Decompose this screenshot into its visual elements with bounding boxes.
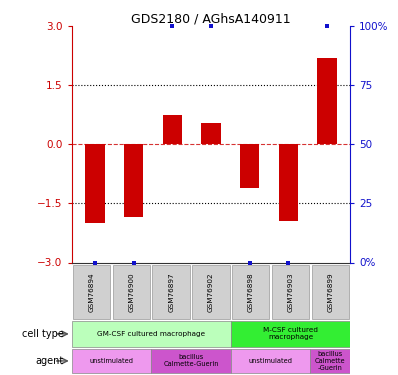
Bar: [124, 144, 143, 217]
Bar: [152, 265, 190, 319]
Text: GSM76899: GSM76899: [327, 272, 334, 312]
Text: GSM76897: GSM76897: [168, 272, 174, 312]
Bar: [279, 144, 298, 221]
Text: GSM76898: GSM76898: [248, 272, 254, 312]
Text: cell type: cell type: [22, 329, 64, 339]
Text: bacillus
Calmette
-Guerin: bacillus Calmette -Guerin: [315, 351, 345, 371]
Text: GSM76900: GSM76900: [128, 272, 135, 312]
Bar: [85, 144, 105, 223]
Text: M-CSF cultured
macrophage: M-CSF cultured macrophage: [263, 327, 318, 340]
Bar: [201, 123, 220, 144]
Bar: [72, 321, 231, 347]
Text: bacillus
Calmette-Guerin: bacillus Calmette-Guerin: [163, 354, 219, 368]
Bar: [232, 265, 269, 319]
Bar: [151, 349, 231, 373]
Bar: [73, 265, 110, 319]
Text: GM-CSF cultured macrophage: GM-CSF cultured macrophage: [97, 331, 205, 337]
Bar: [162, 115, 182, 144]
Title: GDS2180 / AGhsA140911: GDS2180 / AGhsA140911: [131, 12, 291, 25]
Bar: [272, 265, 309, 319]
Bar: [113, 265, 150, 319]
Bar: [231, 321, 350, 347]
Text: GSM76903: GSM76903: [287, 272, 294, 312]
Text: unstimulated: unstimulated: [249, 358, 293, 364]
Bar: [231, 349, 310, 373]
Text: GSM76894: GSM76894: [88, 272, 95, 312]
Bar: [72, 349, 151, 373]
Bar: [192, 265, 230, 319]
Bar: [240, 144, 259, 188]
Bar: [312, 265, 349, 319]
Bar: [317, 58, 337, 144]
Text: unstimulated: unstimulated: [90, 358, 133, 364]
Text: GSM76902: GSM76902: [208, 272, 214, 312]
Bar: [310, 349, 350, 373]
Text: agent: agent: [35, 356, 64, 366]
